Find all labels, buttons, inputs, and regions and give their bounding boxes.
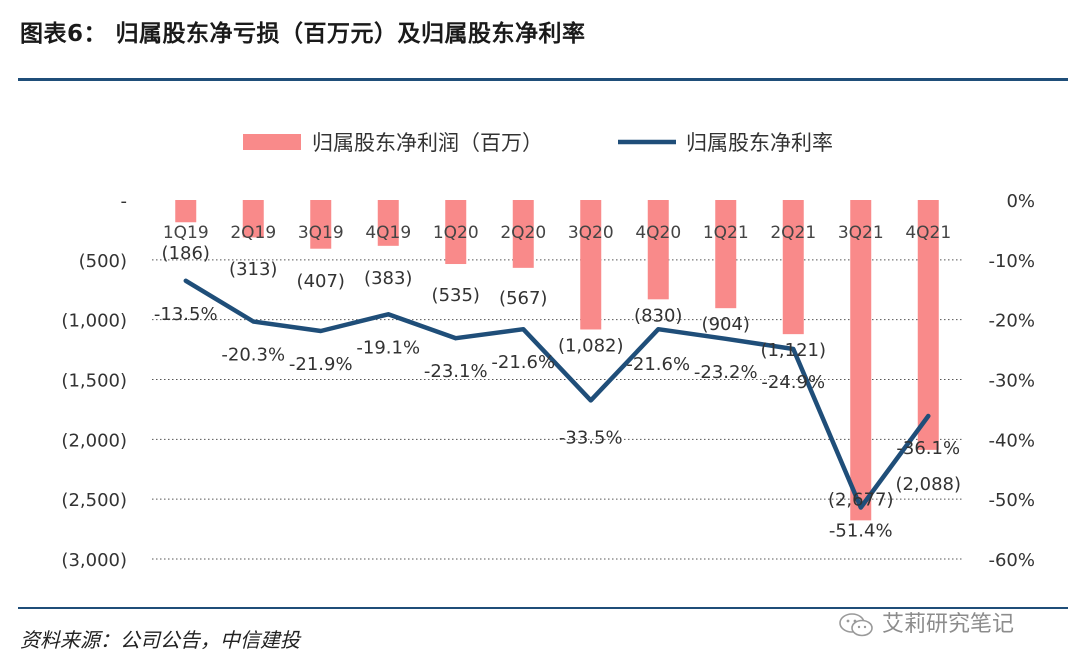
bar-data-label: (313)	[229, 259, 277, 280]
bottom-rule	[18, 607, 1068, 609]
watermark-text: 艾莉研究笔记	[882, 612, 1015, 637]
bar-data-label: (2,677)	[828, 489, 894, 510]
line-data-label: -33.5%	[559, 427, 623, 448]
bar-data-label: (1,121)	[760, 340, 826, 361]
chart-title: 图表6： 归属股东净亏损（百万元）及归属股东净利率	[20, 21, 586, 47]
bar	[310, 200, 332, 249]
x-tick-label: 1Q21	[703, 223, 749, 243]
x-tick-label: 2Q19	[230, 223, 276, 243]
wechat-icon	[839, 613, 873, 637]
line-data-label: -24.9%	[761, 372, 825, 393]
x-tick-label: 4Q21	[905, 223, 951, 243]
bar	[715, 200, 737, 309]
bar-data-label: (383)	[364, 268, 412, 289]
line-data-label: -21.6%	[626, 354, 690, 375]
x-tick-label: 3Q19	[298, 223, 344, 243]
x-tick-label: 1Q20	[433, 223, 479, 243]
y-right-tick-label: -10%	[988, 251, 1035, 272]
x-tick-label: 4Q19	[365, 223, 411, 243]
line-data-label: -13.5%	[154, 304, 218, 325]
x-tick-label: 2Q20	[500, 223, 546, 243]
line-data-label: -23.2%	[694, 362, 758, 383]
line-data-label: -20.3%	[221, 344, 285, 365]
y-right-tick-label: -40%	[988, 430, 1035, 451]
y-left-tick-label: (1,000)	[61, 311, 127, 332]
bar	[782, 200, 804, 335]
y-left-tick-label: (2,000)	[61, 430, 127, 451]
legend-label: 归属股东净利率	[686, 131, 833, 155]
bar	[445, 200, 467, 265]
bar-data-label: (567)	[499, 288, 547, 309]
bar	[377, 200, 399, 246]
bar	[580, 200, 602, 330]
watermark: 艾莉研究笔记	[838, 606, 1014, 638]
bar-data-label: (1,082)	[558, 335, 624, 356]
bar	[512, 200, 534, 268]
legend-swatch-bar	[243, 134, 301, 150]
top-rule	[18, 78, 1068, 81]
source-note: 资料来源：公司公告，中信建投	[20, 628, 300, 652]
y-right-tick-label: -30%	[988, 371, 1035, 392]
y-left-tick-label: (3,000)	[61, 550, 127, 571]
bar	[850, 200, 872, 521]
x-tick-label: 1Q19	[163, 223, 209, 243]
bar	[917, 200, 939, 450]
bar-data-label: (2,088)	[895, 474, 961, 495]
x-tick-label: 4Q20	[635, 223, 681, 243]
bar-data-label: (904)	[702, 314, 750, 335]
y-right-tick-label: 0%	[1006, 191, 1035, 212]
bar	[175, 200, 197, 223]
line-data-label: -51.4%	[829, 521, 893, 542]
line-data-label: -19.1%	[356, 337, 420, 358]
legend-label: 归属股东净利润（百万）	[312, 131, 543, 155]
x-tick-label: 3Q21	[838, 223, 884, 243]
bar-data-label: (186)	[162, 243, 210, 264]
y-right-tick-label: -60%	[988, 550, 1035, 571]
x-tick-label: 2Q21	[770, 223, 816, 243]
y-right-tick-label: -20%	[988, 311, 1035, 332]
y-left-tick-label: -	[121, 191, 128, 212]
y-left-tick-label: (2,500)	[61, 490, 127, 511]
y-left-tick-label: (1,500)	[61, 371, 127, 392]
line-data-label: -21.9%	[289, 354, 353, 375]
bar-data-label: (407)	[297, 271, 345, 292]
bar	[242, 200, 264, 238]
y-right-tick-label: -50%	[988, 490, 1035, 511]
bar-data-label: (535)	[432, 285, 480, 306]
line-data-label: -36.1%	[896, 438, 960, 459]
line-data-label: -23.1%	[424, 361, 488, 382]
line-series	[183, 278, 931, 510]
bar	[647, 200, 669, 300]
line-data-label: -21.6%	[491, 352, 555, 373]
bar-data-label: (830)	[634, 305, 682, 326]
y-left-tick-label: (500)	[79, 251, 127, 272]
x-tick-label: 3Q20	[568, 223, 614, 243]
